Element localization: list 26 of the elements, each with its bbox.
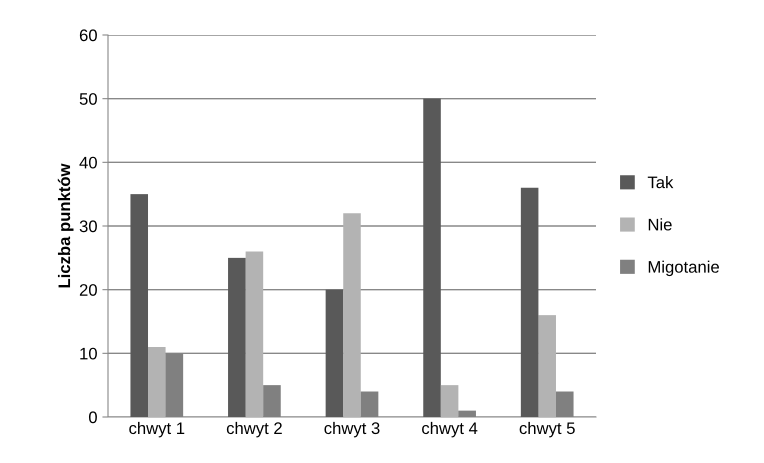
x-tick-label: chwyt 3 [324, 422, 380, 438]
bar [246, 251, 264, 417]
x-tick-label: chwyt 4 [422, 422, 478, 438]
x-tick-label: chwyt 1 [129, 422, 184, 438]
y-tick-label: 20 [80, 284, 97, 296]
bar [326, 290, 344, 417]
y-tick-label: 40 [79, 156, 97, 169]
x-tick-label: chwyt 5 [520, 422, 575, 438]
bar [130, 194, 148, 417]
x-tick-label: chwyt 2 [226, 422, 282, 438]
y-tick-label: 0 [88, 411, 97, 424]
bar [538, 315, 556, 417]
bar [440, 385, 458, 417]
legend-label: Nie [648, 218, 672, 231]
y-tick-label: 10 [80, 348, 97, 360]
y-tick-label: 30 [80, 220, 97, 232]
bar [148, 346, 166, 417]
y-tick-label: 50 [80, 93, 97, 105]
legend-label: Tak [648, 176, 674, 188]
bar [343, 213, 361, 417]
bar [423, 98, 441, 417]
y-tick-label: 60 [80, 29, 97, 42]
bar [228, 258, 246, 417]
bar [520, 188, 538, 417]
y-axis-title: Liczba punktów [58, 163, 74, 288]
legend-label: Migotanie [648, 260, 719, 276]
